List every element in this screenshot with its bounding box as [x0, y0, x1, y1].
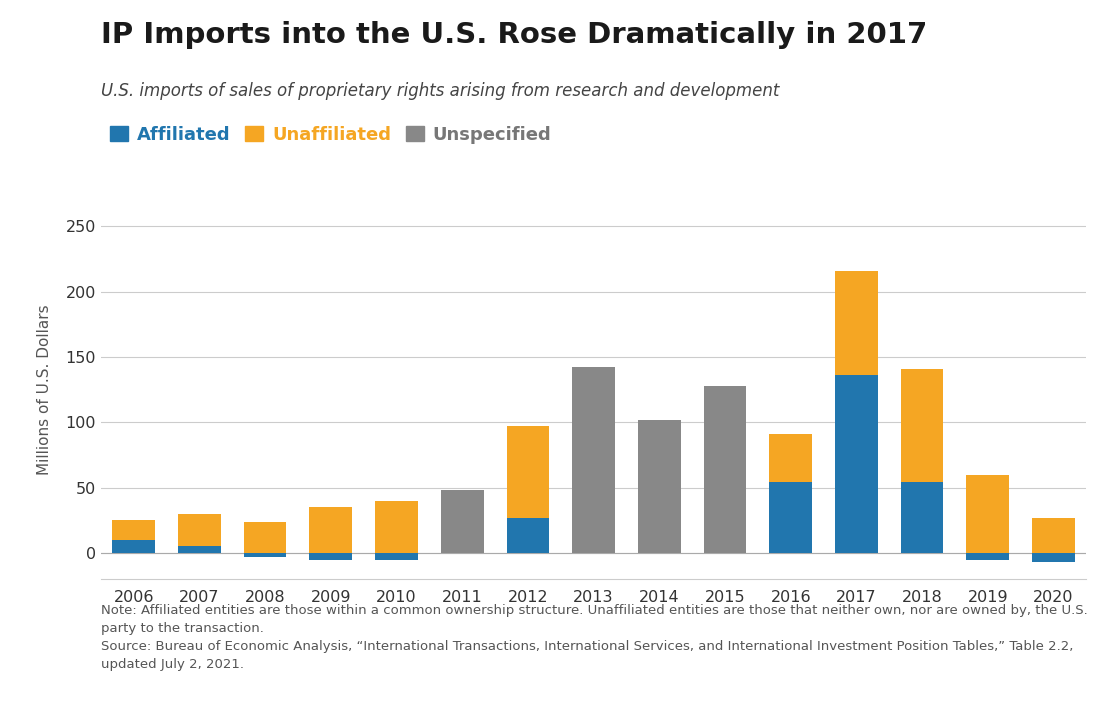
- Bar: [1033, 553, 1075, 562]
- Bar: [572, 368, 615, 553]
- Bar: [703, 386, 746, 553]
- Bar: [967, 475, 1009, 553]
- Bar: [836, 271, 878, 375]
- Bar: [506, 518, 549, 553]
- Bar: [112, 540, 155, 553]
- Bar: [506, 426, 549, 518]
- Text: U.S. imports of sales of proprietary rights arising from research and developmen: U.S. imports of sales of proprietary rig…: [101, 82, 780, 100]
- Legend: Affiliated, Unaffiliated, Unspecified: Affiliated, Unaffiliated, Unspecified: [110, 126, 551, 144]
- Y-axis label: Millions of U.S. Dollars: Millions of U.S. Dollars: [37, 305, 52, 475]
- Bar: [769, 483, 812, 553]
- Bar: [900, 483, 943, 553]
- Bar: [967, 553, 1009, 560]
- Text: Note: Affiliated entities are those within a common ownership structure. Unaffil: Note: Affiliated entities are those with…: [101, 604, 1088, 671]
- Bar: [900, 369, 943, 483]
- Bar: [244, 522, 287, 553]
- Bar: [309, 553, 352, 560]
- Bar: [441, 490, 484, 553]
- Bar: [309, 507, 352, 553]
- Bar: [769, 434, 812, 483]
- Text: IP Imports into the U.S. Rose Dramatically in 2017: IP Imports into the U.S. Rose Dramatical…: [101, 21, 927, 49]
- Bar: [178, 514, 221, 546]
- Bar: [178, 546, 221, 553]
- Bar: [244, 553, 287, 557]
- Bar: [1033, 518, 1075, 553]
- Bar: [638, 420, 681, 553]
- Bar: [375, 500, 418, 553]
- Bar: [836, 375, 878, 553]
- Bar: [112, 521, 155, 540]
- Bar: [375, 553, 418, 560]
